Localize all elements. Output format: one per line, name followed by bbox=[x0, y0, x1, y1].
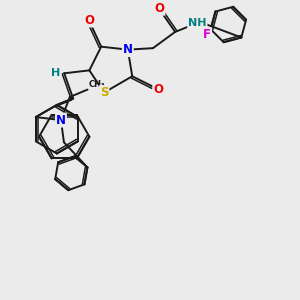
Text: NH: NH bbox=[188, 18, 207, 28]
Text: N: N bbox=[123, 43, 133, 56]
Text: O: O bbox=[84, 14, 94, 27]
Text: O: O bbox=[154, 2, 164, 15]
Text: H: H bbox=[51, 68, 61, 78]
Text: O: O bbox=[153, 83, 163, 96]
Text: S: S bbox=[100, 86, 108, 99]
Text: CH₃: CH₃ bbox=[88, 80, 105, 89]
Text: N: N bbox=[56, 113, 66, 127]
Text: F: F bbox=[203, 28, 211, 41]
